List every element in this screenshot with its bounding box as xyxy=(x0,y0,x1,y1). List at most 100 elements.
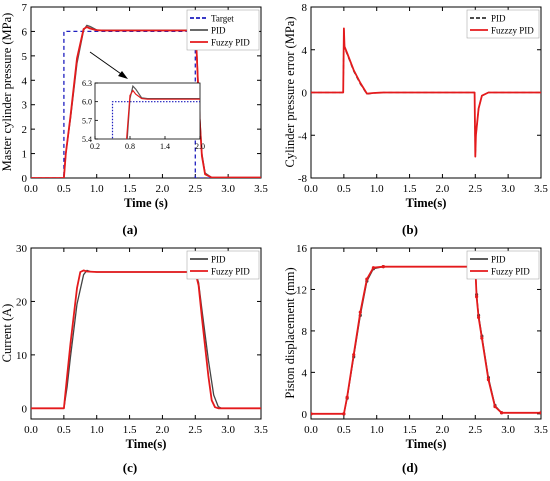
inset-x-tick-label: 0.8 xyxy=(125,142,135,151)
series-marker xyxy=(381,265,385,269)
plot-area xyxy=(311,265,541,416)
y-tick-label: 4 xyxy=(302,367,308,379)
x-tick-label: 0.5 xyxy=(57,183,71,195)
y-tick-label: 6 xyxy=(22,26,28,38)
y-tick-label: 8 xyxy=(302,326,308,338)
y-tick-label: 10 xyxy=(16,350,28,362)
y-tick-label: 0 xyxy=(22,173,28,185)
y-tick-label: 0 xyxy=(302,88,308,100)
x-tick-label: 0.5 xyxy=(337,183,351,195)
x-tick-label: 3.0 xyxy=(221,424,235,436)
series-marker xyxy=(371,266,376,270)
legend-label: Fuzzzy PID xyxy=(491,26,534,36)
chart-panel-2: 0.0 0.5 1.0 1.5 2.0 2.5 3.0 3.5 -8 -4 0 4 8 Time(s) Cy… xyxy=(283,2,548,237)
x-tick-label: 1.0 xyxy=(90,424,104,436)
x-tick-label: 2.0 xyxy=(436,424,450,436)
y-tick-label: 1 xyxy=(22,149,28,161)
inset-y-tick-label: 6.0 xyxy=(82,98,92,107)
y-tick-label: 0 xyxy=(302,409,308,421)
x-tick-label: 0.0 xyxy=(24,424,38,436)
y-tick-label: 12 xyxy=(296,284,307,296)
x-tick-label: 0.0 xyxy=(24,183,38,195)
x-tick-label: 1.5 xyxy=(123,183,137,195)
legend-label: Fuzzy PID xyxy=(491,267,530,277)
y-tick-label: 4 xyxy=(22,75,28,87)
series-line-3 xyxy=(31,26,261,178)
series-line-2 xyxy=(31,269,261,410)
series-marker xyxy=(480,336,484,340)
series-marker xyxy=(352,353,356,357)
y-tick-label: 16 xyxy=(296,243,308,255)
series-marker xyxy=(475,295,479,299)
legend-label: PID xyxy=(491,14,506,24)
inset-y-tick-label: 5.4 xyxy=(82,135,92,144)
legend-label: PID xyxy=(211,255,226,265)
series-marker xyxy=(358,310,362,314)
x-tick-label: 2.5 xyxy=(188,424,202,436)
plot-area xyxy=(31,269,261,410)
y-tick-label: 5 xyxy=(22,51,28,63)
legend: PID Fuzzzy PID xyxy=(466,9,540,39)
y-tick-label: 30 xyxy=(16,243,28,255)
inset-x-tick-label: 1.4 xyxy=(160,142,170,151)
x-tick-label: 3.0 xyxy=(501,183,515,195)
series-line-2 xyxy=(311,27,541,158)
y-axis-label: Piston displacement (mm) xyxy=(283,267,297,398)
y-tick-label: 7 xyxy=(22,2,28,14)
x-tick-label: 2.0 xyxy=(436,183,450,195)
inset-chart: 0.2 0.8 1.4 2.0 5.4 5.7 6.0 6.3 xyxy=(82,79,205,151)
inset-x-tick-label: 0.2 xyxy=(90,142,100,151)
y-axis-label: Master cylinder pressure (MPa) xyxy=(0,13,14,172)
x-tick-label: 1.5 xyxy=(123,424,137,436)
x-tick-label: 0.5 xyxy=(57,424,71,436)
y-tick-label: 0 xyxy=(22,403,28,415)
legend-box xyxy=(466,9,540,39)
legend-label: Fuzzy PID xyxy=(211,267,250,277)
y-tick-label: 20 xyxy=(16,296,28,308)
x-axis-label: Time(s) xyxy=(406,437,447,451)
inset-series-line-2 xyxy=(126,84,200,139)
x-tick-label: 1.0 xyxy=(370,424,384,436)
chart-panel-3: 0.0 0.5 1.0 1.5 2.0 2.5 3.0 3.5 0 10 20 30 Time(s) Cu… xyxy=(0,243,268,475)
x-axis-label: Time (s) xyxy=(124,196,168,210)
series-marker xyxy=(342,412,346,416)
x-tick-label: 2.5 xyxy=(468,183,482,195)
x-tick-label: 0.0 xyxy=(304,183,318,195)
inset-y-tick-label: 5.7 xyxy=(82,116,92,125)
y-tick-label: -4 xyxy=(298,130,308,142)
x-tick-label: 2.0 xyxy=(156,424,170,436)
legend-label: Fuzzy PID xyxy=(211,38,250,48)
series-marker xyxy=(499,411,504,415)
series-marker xyxy=(476,315,481,320)
x-tick-label: 3.0 xyxy=(221,183,235,195)
x-tick-label: 1.5 xyxy=(403,183,417,195)
x-tick-label: 1.0 xyxy=(90,183,104,195)
inset-series-line-3 xyxy=(126,89,200,139)
x-axis-label: Time(s) xyxy=(126,437,167,451)
legend-label: PID xyxy=(211,26,226,36)
y-axis-label: Current (A) xyxy=(0,304,14,363)
x-tick-label: 2.5 xyxy=(468,424,482,436)
legend: PID Fuzzy PID xyxy=(186,250,260,280)
series-marker xyxy=(345,395,349,399)
panel-caption: (b) xyxy=(402,222,418,237)
chart-panel-4: 0.0 0.5 1.0 1.5 2.0 2.5 3.0 3.5 0 4 8 12 16 Time(s) Pi… xyxy=(283,243,548,475)
x-tick-label: 0.0 xyxy=(304,424,318,436)
x-tick-label: 3.5 xyxy=(534,183,548,195)
legend-label: PID xyxy=(491,255,506,265)
y-tick-label: 8 xyxy=(302,2,308,14)
series-marker xyxy=(486,378,491,382)
x-tick-label: 1.5 xyxy=(403,424,417,436)
legend-box xyxy=(186,250,260,280)
y-tick-label: -8 xyxy=(298,173,308,185)
series-line-2 xyxy=(311,265,541,415)
legend-label: Target xyxy=(211,14,234,24)
series-marker xyxy=(493,404,497,409)
x-tick-label: 1.0 xyxy=(370,183,384,195)
chart-panel-1: 0.0 0.5 1.0 1.5 2.0 2.5 3.0 3.5 0 1 2 3 4 5 6 7 Time (s)… xyxy=(0,2,268,237)
inset-pointer-arrowhead xyxy=(118,71,128,79)
x-tick-label: 3.5 xyxy=(254,183,268,195)
y-axis-label: Cylinder pressure error (MPa) xyxy=(283,17,297,168)
inset-plot-area xyxy=(111,84,200,139)
panel-caption: (d) xyxy=(402,460,418,475)
